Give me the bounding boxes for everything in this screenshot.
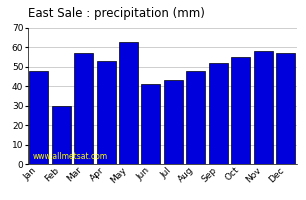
Text: www.allmetsat.com: www.allmetsat.com <box>33 152 108 161</box>
Bar <box>186 71 205 164</box>
Bar <box>209 63 228 164</box>
Bar <box>52 106 71 164</box>
Text: East Sale : precipitation (mm): East Sale : precipitation (mm) <box>28 7 204 20</box>
Bar <box>97 61 116 164</box>
Bar <box>29 71 48 164</box>
Bar <box>164 80 183 164</box>
Bar <box>74 53 93 164</box>
Bar <box>231 57 250 164</box>
Bar <box>276 53 295 164</box>
Bar <box>141 84 160 164</box>
Bar <box>119 42 138 164</box>
Bar <box>254 51 273 164</box>
